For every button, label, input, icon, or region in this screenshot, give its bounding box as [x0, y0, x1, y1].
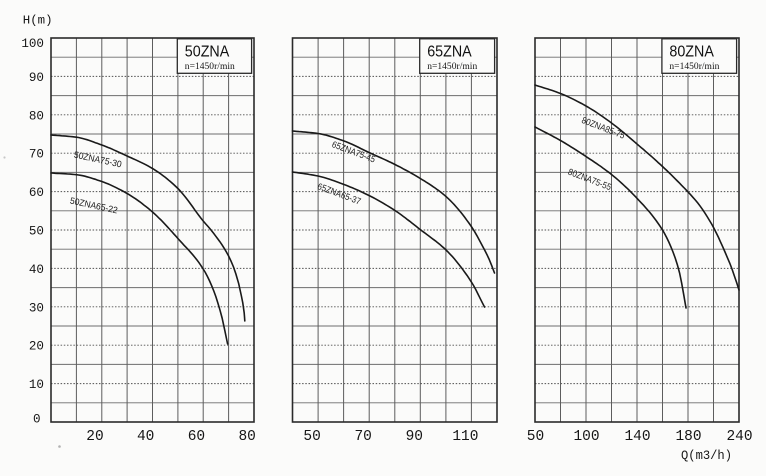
- svg-text:20: 20: [86, 429, 103, 445]
- svg-text:100: 100: [21, 37, 44, 51]
- svg-text:0: 0: [33, 413, 41, 427]
- svg-text:90: 90: [406, 429, 423, 445]
- svg-text:50: 50: [527, 429, 544, 445]
- svg-text:H(m): H(m): [23, 14, 53, 28]
- svg-text:40: 40: [29, 263, 44, 277]
- svg-text:80: 80: [29, 109, 44, 123]
- svg-text:n=1450r/min: n=1450r/min: [185, 62, 235, 72]
- svg-text:90: 90: [29, 71, 44, 85]
- svg-text:110: 110: [452, 429, 478, 445]
- svg-text:50: 50: [303, 429, 320, 445]
- svg-text:60: 60: [29, 186, 44, 200]
- svg-text:Q(m3/h): Q(m3/h): [681, 448, 732, 463]
- svg-text:n=1450r/min: n=1450r/min: [669, 62, 719, 72]
- svg-text:30: 30: [29, 301, 44, 315]
- svg-text:140: 140: [624, 429, 650, 445]
- svg-text:70: 70: [29, 148, 44, 162]
- svg-text:70: 70: [354, 429, 371, 445]
- svg-text:10: 10: [29, 378, 44, 392]
- svg-text:n=1450r/min: n=1450r/min: [427, 62, 477, 72]
- svg-text:60: 60: [188, 429, 205, 445]
- svg-text:80ZNA: 80ZNA: [669, 43, 714, 60]
- svg-text:180: 180: [675, 429, 701, 445]
- svg-text:240: 240: [726, 429, 752, 445]
- svg-text:100: 100: [573, 429, 599, 445]
- svg-text:80: 80: [238, 429, 255, 445]
- svg-text:20: 20: [29, 340, 44, 354]
- svg-text:40: 40: [137, 429, 154, 445]
- svg-text:65ZNA: 65ZNA: [427, 43, 472, 60]
- svg-text:50: 50: [29, 225, 44, 239]
- svg-text:50ZNA: 50ZNA: [185, 43, 230, 60]
